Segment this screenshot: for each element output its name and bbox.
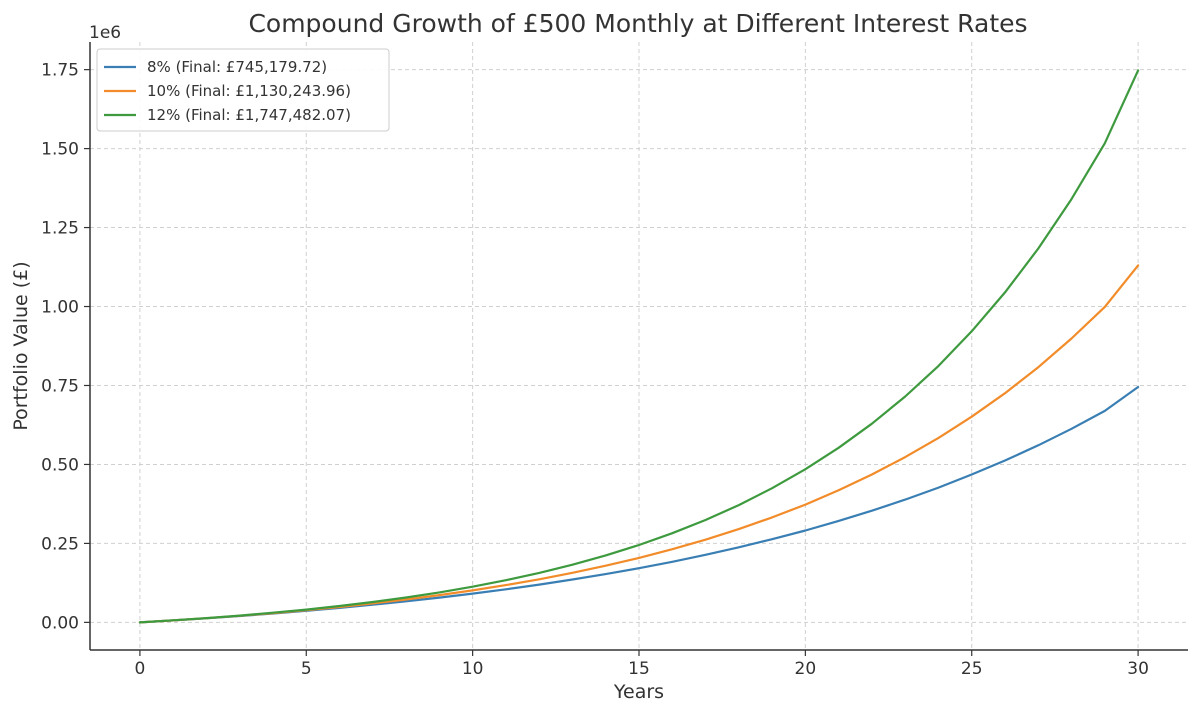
y-tick-label: 0.50 (41, 455, 79, 475)
legend: 8% (Final: £745,179.72) 10% (Final: £1,13… (96, 48, 390, 132)
x-tick-label: 0 (134, 659, 145, 679)
series-line-2 (138, 69, 1140, 624)
y-tick-label: 0.25 (41, 534, 79, 554)
x-tick-label: 15 (628, 659, 650, 679)
legend-label-1: 10% (Final: £1,130,243.96) (147, 82, 351, 100)
y-axis-label: Portfolio Value (£) (10, 261, 32, 430)
y-tick-label: 1.50 (41, 140, 79, 160)
legend-box (96, 48, 390, 132)
x-tick-label: 10 (462, 659, 484, 679)
x-tick-label: 30 (1127, 659, 1149, 679)
y-tick-label: 1.25 (41, 219, 79, 239)
chart-title: Compound Growth of £500 Monthly at Diffe… (248, 9, 1027, 38)
y-tick-label: 0.00 (41, 613, 79, 633)
series-layer (138, 69, 1140, 624)
y-tick-label: 1.00 (41, 298, 79, 318)
y-tick-label: 1.75 (41, 61, 79, 81)
x-tick-label: 25 (961, 659, 983, 679)
x-axis-label: Years (613, 681, 664, 703)
x-tick-label: 5 (301, 659, 312, 679)
x-tick-label: 20 (795, 659, 817, 679)
ticks-layer: 0 5 10 15 20 25 30 0.00 0.25 0.50 0.75 1.00 1.25 1.50… (41, 61, 1149, 679)
legend-label-2: 12% (Final: £1,747,482.07) (147, 106, 351, 124)
legend-label-0: 8% (Final: £745,179.72) (147, 58, 327, 76)
y-tick-label: 0.75 (41, 376, 79, 396)
y-axis-offset-label: 1e6 (89, 23, 121, 43)
